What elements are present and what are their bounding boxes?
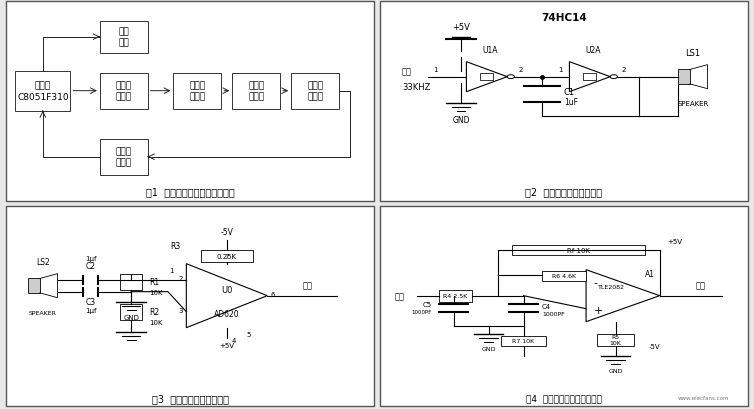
FancyBboxPatch shape	[6, 206, 374, 406]
Text: 输出: 输出	[695, 281, 705, 290]
Bar	[120, 304, 143, 320]
Text: www.elecfans.com: www.elecfans.com	[678, 395, 730, 400]
Text: 整流滤
波电路: 整流滤 波电路	[115, 147, 132, 167]
Text: 1uF: 1uF	[564, 98, 578, 107]
Bar	[120, 274, 143, 290]
Text: 控制器
C8051F310: 控制器 C8051F310	[17, 81, 69, 101]
Text: SPEAKER: SPEAKER	[29, 310, 57, 315]
Text: R1: R1	[149, 277, 160, 286]
Text: +5V: +5V	[452, 22, 470, 31]
Text: 报警
装置: 报警 装置	[118, 27, 129, 47]
Text: R3: R3	[170, 241, 180, 250]
FancyBboxPatch shape	[173, 74, 221, 110]
Text: Rf 10K: Rf 10K	[567, 247, 590, 253]
Bar	[542, 271, 586, 281]
Text: GND: GND	[452, 115, 470, 124]
Text: C1: C1	[564, 88, 575, 97]
Text: R5
10K: R5 10K	[609, 335, 621, 345]
Text: 1μf: 1μf	[85, 307, 97, 313]
Text: SPEAKER: SPEAKER	[677, 101, 709, 106]
FancyBboxPatch shape	[291, 74, 339, 110]
Text: +5V: +5V	[219, 342, 234, 348]
Text: 输入: 输入	[395, 292, 405, 301]
Text: 6: 6	[271, 291, 275, 297]
Text: C2: C2	[86, 261, 96, 270]
Text: GND: GND	[123, 314, 139, 320]
Text: 超声波
接收器: 超声波 接收器	[189, 81, 205, 101]
Bar	[597, 334, 634, 346]
Text: 2: 2	[518, 67, 523, 72]
Text: 74HC14: 74HC14	[541, 13, 587, 22]
Bar	[480, 74, 493, 81]
FancyBboxPatch shape	[380, 206, 748, 406]
Text: 带通滤
波电路: 带通滤 波电路	[307, 81, 323, 101]
FancyBboxPatch shape	[100, 22, 148, 54]
Text: 4: 4	[232, 337, 236, 343]
Text: 图2  超声波发射电路原理图: 图2 超声波发射电路原理图	[526, 186, 602, 196]
FancyBboxPatch shape	[100, 139, 148, 175]
Text: 信号放
大电路: 信号放 大电路	[248, 81, 265, 101]
Text: GND: GND	[481, 346, 496, 351]
Text: 1: 1	[170, 267, 174, 273]
Text: 图4  二阶带通滤波电路原理图: 图4 二阶带通滤波电路原理图	[526, 393, 602, 402]
Text: 0.25K: 0.25K	[217, 253, 237, 259]
Text: 1μf: 1μf	[85, 255, 97, 261]
Bar	[439, 290, 472, 302]
Text: 1000PF: 1000PF	[542, 311, 565, 317]
Text: 33KHZ: 33KHZ	[402, 83, 431, 92]
Text: C4: C4	[542, 303, 551, 309]
Text: 图3  超声波接收电路原理图: 图3 超声波接收电路原理图	[152, 393, 228, 403]
Text: +: +	[593, 305, 602, 315]
Text: R7 10K: R7 10K	[513, 338, 535, 343]
Text: -: -	[593, 277, 597, 287]
Text: 10K: 10K	[149, 289, 163, 295]
Text: R2: R2	[149, 308, 160, 317]
Text: -5V: -5V	[648, 343, 661, 349]
Text: 图1  超声波报警器的结构原理图: 图1 超声波报警器的结构原理图	[146, 186, 234, 196]
Bar	[28, 279, 40, 293]
Text: R4 2.5K: R4 2.5K	[443, 294, 467, 299]
Text: -5V: -5V	[220, 227, 233, 236]
Text: R6 4.6K: R6 4.6K	[552, 274, 576, 279]
Text: 超声波
发射器: 超声波 发射器	[115, 81, 132, 101]
Text: TLE2082: TLE2082	[599, 284, 625, 289]
Text: 1000PF: 1000PF	[411, 310, 431, 315]
FancyBboxPatch shape	[6, 2, 374, 201]
Text: 方波: 方波	[402, 67, 412, 76]
FancyBboxPatch shape	[15, 72, 70, 111]
Text: U1A: U1A	[483, 45, 498, 54]
Text: U2A: U2A	[586, 45, 601, 54]
Text: LS2: LS2	[36, 257, 50, 266]
FancyBboxPatch shape	[380, 2, 748, 201]
Text: LS1: LS1	[685, 49, 700, 58]
Text: GND: GND	[608, 368, 623, 373]
Text: 2: 2	[621, 67, 626, 72]
Text: 2: 2	[178, 275, 182, 281]
Text: C5: C5	[422, 301, 431, 307]
Text: A1: A1	[645, 269, 655, 278]
Bar	[201, 250, 253, 262]
Text: +5V: +5V	[667, 238, 682, 244]
Text: 1: 1	[559, 67, 563, 72]
Text: 输出: 输出	[303, 281, 313, 290]
Bar	[678, 70, 690, 85]
FancyBboxPatch shape	[232, 74, 280, 110]
Text: 1: 1	[434, 67, 438, 72]
Bar	[513, 245, 645, 255]
Text: 7: 7	[225, 253, 229, 259]
Text: 10K: 10K	[149, 319, 163, 325]
Bar	[501, 336, 546, 346]
Text: AD620: AD620	[214, 309, 240, 318]
Text: 3: 3	[178, 307, 182, 313]
Text: 5: 5	[247, 331, 251, 337]
FancyBboxPatch shape	[100, 74, 148, 110]
Text: C3: C3	[86, 297, 96, 306]
Bar	[584, 74, 596, 81]
Text: U0: U0	[221, 285, 232, 294]
